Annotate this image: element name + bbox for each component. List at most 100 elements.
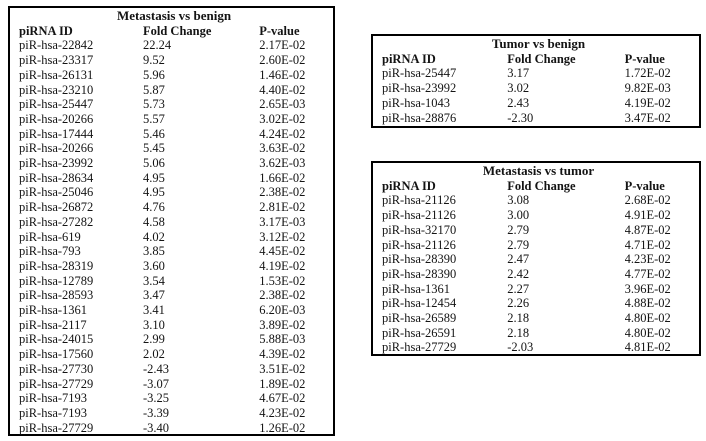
p-value-cell: 4.88E-02 bbox=[624, 296, 671, 311]
pirna-id-cell: piR-hsa-1361 bbox=[382, 281, 451, 296]
fold-change-cell: -2.03 bbox=[507, 340, 534, 355]
p-value-cell: 4.23E-02 bbox=[624, 252, 671, 267]
p-value-cell: 1.89E-02 bbox=[259, 376, 306, 391]
table-row: piR-hsa-23317 9.52 2.60E-02 bbox=[19, 53, 329, 68]
fold-change-cell: 2.27 bbox=[507, 281, 530, 296]
table-header-row: piRNA ID Fold Change P-value bbox=[382, 52, 695, 67]
p-value-cell: 1.53E-02 bbox=[259, 273, 306, 288]
p-value-cell: 4.67E-02 bbox=[259, 391, 306, 406]
column-header-p-value: P-value bbox=[259, 23, 300, 38]
table-header-row: piRNA ID Fold Change P-value bbox=[19, 24, 329, 39]
table-row: piR-hsa-7193 -3.25 4.67E-02 bbox=[19, 391, 329, 406]
p-value-cell: 1.66E-02 bbox=[259, 170, 306, 185]
p-value-cell: 5.88E-03 bbox=[259, 332, 306, 347]
pirna-id-cell: piR-hsa-26131 bbox=[19, 67, 94, 82]
fold-change-cell: -3.07 bbox=[143, 376, 170, 391]
pirna-id-cell: piR-hsa-7193 bbox=[19, 405, 88, 420]
p-value-cell: 4.81E-02 bbox=[624, 340, 671, 355]
p-value-cell: 3.89E-02 bbox=[259, 317, 306, 332]
p-value-cell: 3.47E-02 bbox=[624, 110, 671, 125]
pirna-id-cell: piR-hsa-12789 bbox=[19, 273, 94, 288]
p-value-cell: 3.17E-03 bbox=[259, 214, 306, 229]
p-value-cell: 2.60E-02 bbox=[259, 53, 306, 68]
fold-change-cell: 3.85 bbox=[143, 244, 165, 259]
fold-change-cell: 9.52 bbox=[143, 53, 165, 68]
pirna-id-cell: piR-hsa-23210 bbox=[19, 82, 94, 97]
fold-change-cell: 2.18 bbox=[507, 311, 530, 326]
fold-change-cell: 3.54 bbox=[143, 273, 165, 288]
table-row: piR-hsa-1361 3.41 6.20E-03 bbox=[19, 303, 329, 318]
table-row: piR-hsa-25447 3.17 1.72E-02 bbox=[382, 66, 695, 81]
table-title: Tumor vs benign bbox=[491, 36, 586, 51]
pirna-id-cell: piR-hsa-20266 bbox=[19, 141, 94, 156]
table-row: piR-hsa-28876 -2.30 3.47E-02 bbox=[382, 111, 695, 126]
p-value-cell: 2.38E-02 bbox=[259, 288, 306, 303]
pirna-id-cell: piR-hsa-28390 bbox=[382, 266, 457, 281]
fold-change-cell: 2.99 bbox=[143, 332, 165, 347]
fold-change-cell: 5.06 bbox=[143, 156, 165, 171]
p-value-cell: 6.20E-03 bbox=[259, 303, 306, 318]
column-header-fold-change: Fold Change bbox=[507, 178, 576, 193]
table-row: piR-hsa-17560 2.02 4.39E-02 bbox=[19, 347, 329, 362]
table-row: piR-hsa-21126 2.79 4.71E-02 bbox=[382, 238, 695, 253]
pirna-id-cell: piR-hsa-25447 bbox=[19, 97, 94, 112]
table-row: piR-hsa-23992 3.02 9.82E-03 bbox=[382, 81, 695, 96]
table-body: piR-hsa-22842 22.24 2.17E-02 piR-hsa-23317 9… bbox=[19, 38, 329, 435]
fold-change-cell: 3.41 bbox=[143, 303, 165, 318]
pirna-id-cell: piR-hsa-26872 bbox=[19, 200, 94, 215]
table-row: piR-hsa-26591 2.18 4.80E-02 bbox=[382, 326, 695, 341]
table-row: piR-hsa-17444 5.46 4.24E-02 bbox=[19, 127, 329, 142]
fold-change-cell: 2.02 bbox=[143, 347, 165, 362]
pirna-id-cell: piR-hsa-25046 bbox=[19, 185, 94, 200]
table-title: Metastasis vs benign bbox=[116, 8, 232, 23]
pirna-id-cell: piR-hsa-24015 bbox=[19, 332, 94, 347]
pirna-id-cell: piR-hsa-22842 bbox=[19, 38, 94, 53]
pirna-id-cell: piR-hsa-21126 bbox=[382, 208, 456, 223]
pirna-id-cell: piR-hsa-32170 bbox=[382, 222, 457, 237]
table-row: piR-hsa-2117 3.10 3.89E-02 bbox=[19, 318, 329, 333]
p-value-cell: 2.81E-02 bbox=[259, 200, 306, 215]
p-value-cell: 4.80E-02 bbox=[624, 325, 671, 340]
pirna-id-cell: piR-hsa-12454 bbox=[382, 296, 457, 311]
table-row: piR-hsa-28390 2.42 4.77E-02 bbox=[382, 267, 695, 282]
fold-change-cell: 2.79 bbox=[507, 237, 530, 252]
table-row: piR-hsa-32170 2.79 4.87E-02 bbox=[382, 223, 695, 238]
fold-change-cell: 3.08 bbox=[507, 193, 530, 208]
table-row: piR-hsa-7193 -3.39 4.23E-02 bbox=[19, 406, 329, 421]
table-row: piR-hsa-23992 5.06 3.62E-03 bbox=[19, 156, 329, 171]
table-row: piR-hsa-27729 -3.40 1.26E-02 bbox=[19, 421, 329, 436]
p-value-cell: 2.38E-02 bbox=[259, 185, 306, 200]
p-value-cell: 4.77E-02 bbox=[624, 266, 671, 281]
pirna-id-cell: piR-hsa-23992 bbox=[19, 156, 94, 171]
fold-change-cell: 3.47 bbox=[143, 288, 165, 303]
pirna-id-cell: piR-hsa-27729 bbox=[19, 420, 94, 435]
table-row: piR-hsa-28390 2.47 4.23E-02 bbox=[382, 252, 695, 267]
fold-change-cell: 5.96 bbox=[143, 67, 165, 82]
pirna-id-cell: piR-hsa-23317 bbox=[19, 53, 94, 68]
fold-change-cell: 3.02 bbox=[507, 81, 530, 96]
pirna-id-cell: piR-hsa-21126 bbox=[382, 237, 456, 252]
pirna-id-cell: piR-hsa-28634 bbox=[19, 170, 94, 185]
fold-change-cell: -3.39 bbox=[143, 405, 170, 420]
table-row: piR-hsa-619 4.02 3.12E-02 bbox=[19, 230, 329, 245]
table-row: piR-hsa-1043 2.43 4.19E-02 bbox=[382, 96, 695, 111]
table-row: piR-hsa-12454 2.26 4.88E-02 bbox=[382, 296, 695, 311]
p-value-cell: 1.26E-02 bbox=[259, 420, 306, 435]
pirna-id-cell: piR-hsa-17560 bbox=[19, 347, 94, 362]
table-row: piR-hsa-12789 3.54 1.53E-02 bbox=[19, 274, 329, 289]
table-row: piR-hsa-27729 -2.03 4.81E-02 bbox=[382, 340, 695, 355]
fold-change-cell: 2.43 bbox=[507, 95, 530, 110]
table-row: piR-hsa-26131 5.96 1.46E-02 bbox=[19, 68, 329, 83]
p-value-cell: 4.45E-02 bbox=[259, 244, 306, 259]
p-value-cell: 4.40E-02 bbox=[259, 82, 306, 97]
pirna-id-cell: piR-hsa-28390 bbox=[382, 252, 457, 267]
column-header-pirna-id: piRNA ID bbox=[382, 178, 436, 193]
pirna-id-cell: piR-hsa-27729 bbox=[382, 340, 457, 355]
table-title: Metastasis vs tumor bbox=[482, 163, 595, 178]
p-value-cell: 1.46E-02 bbox=[259, 67, 306, 82]
table-row: piR-hsa-28634 4.95 1.66E-02 bbox=[19, 171, 329, 186]
column-header-fold-change: Fold Change bbox=[143, 23, 212, 38]
fold-change-cell: 4.02 bbox=[143, 229, 165, 244]
fold-change-cell: 5.45 bbox=[143, 141, 165, 156]
fold-change-cell: 2.42 bbox=[507, 266, 530, 281]
